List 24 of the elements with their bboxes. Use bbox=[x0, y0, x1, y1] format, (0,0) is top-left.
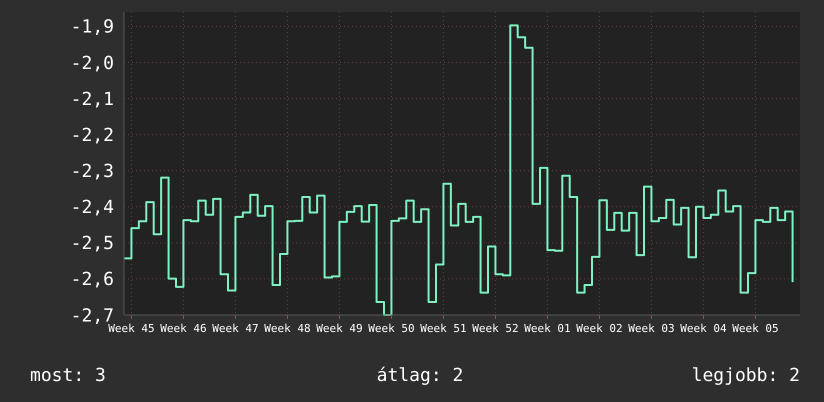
x-tick-label: Week 51 bbox=[420, 322, 467, 335]
text: legjobb: 2 bbox=[692, 365, 800, 386]
x-tick-label: Week 50 bbox=[368, 322, 415, 335]
y-tick-label: -1,9 bbox=[70, 16, 114, 38]
x-tick-label: Week 01 bbox=[524, 322, 571, 335]
text: átlag: 2 bbox=[376, 365, 464, 386]
text: most: 3 bbox=[30, 365, 106, 386]
y-tick-label: -2,1 bbox=[70, 88, 114, 110]
x-tick-label: Week 03 bbox=[628, 322, 675, 335]
y-tick-label: -2,3 bbox=[70, 161, 114, 182]
x-tick-label: Week 52 bbox=[472, 322, 519, 335]
x-tick-label: Week 49 bbox=[316, 322, 363, 335]
x-tick-label: Week 46 bbox=[160, 322, 207, 335]
x-tick-label: Week 02 bbox=[576, 322, 623, 335]
y-tick-label: -2,2 bbox=[70, 124, 114, 146]
x-tick-label: Week 47 bbox=[212, 322, 259, 335]
y-tick-label: -2,4 bbox=[70, 197, 114, 218]
y-tick-label: -2,5 bbox=[70, 233, 114, 254]
x-tick-label: Week 45 bbox=[108, 322, 155, 335]
x-tick-label: Week 48 bbox=[264, 322, 311, 335]
x-tick-label: Week 05 bbox=[732, 322, 779, 335]
y-tick-label: -2,0 bbox=[70, 52, 114, 74]
x-tick-label: Week 04 bbox=[680, 322, 727, 335]
y-tick-label: -2,6 bbox=[70, 269, 114, 290]
